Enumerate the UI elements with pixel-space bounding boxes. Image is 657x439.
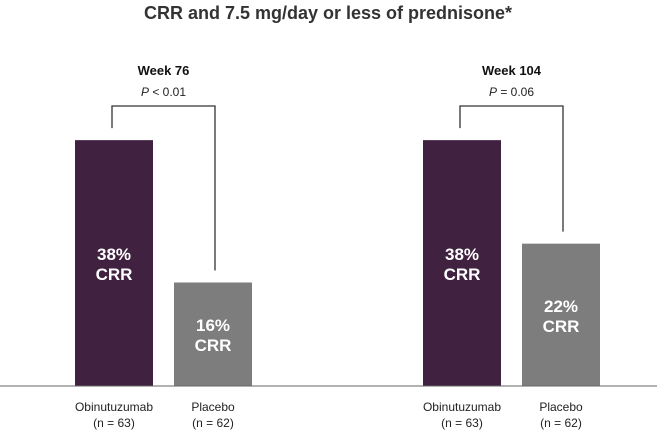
bar-unit-label: CRR — [195, 336, 232, 355]
p-value-symbol: P — [141, 85, 149, 99]
category-label: Placebo — [539, 400, 583, 414]
significance-bracket — [111, 105, 216, 271]
category-label: Placebo — [191, 400, 235, 414]
bar-value-label: 38% — [97, 245, 131, 264]
bar-unit-label: CRR — [96, 265, 133, 284]
p-value-label: P = 0.06 — [489, 85, 534, 99]
category-label: Obinutuzumab — [423, 400, 501, 414]
chart-title: CRR and 7.5 mg/day or less of prednisone… — [144, 3, 512, 23]
bar-value-label: 38% — [445, 245, 479, 264]
category-n-label: (n = 62) — [192, 416, 234, 430]
group-label: Week 76 — [138, 63, 190, 78]
p-value-text: < 0.01 — [149, 85, 186, 99]
p-value-text: = 0.06 — [497, 85, 534, 99]
bar-value-label: 22% — [544, 297, 578, 316]
category-label: Obinutuzumab — [75, 400, 153, 414]
p-value-symbol: P — [489, 85, 497, 99]
bar — [522, 243, 600, 386]
bar-unit-label: CRR — [444, 265, 481, 284]
category-n-label: (n = 63) — [93, 416, 135, 430]
category-n-label: (n = 63) — [441, 416, 483, 430]
bar — [174, 282, 252, 386]
significance-bracket — [459, 105, 564, 232]
bar — [75, 140, 153, 386]
group-label: Week 104 — [482, 63, 542, 78]
category-n-label: (n = 62) — [540, 416, 582, 430]
bar — [423, 140, 501, 386]
bar-unit-label: CRR — [543, 317, 580, 336]
p-value-label: P < 0.01 — [141, 85, 186, 99]
bar-value-label: 16% — [196, 316, 230, 335]
